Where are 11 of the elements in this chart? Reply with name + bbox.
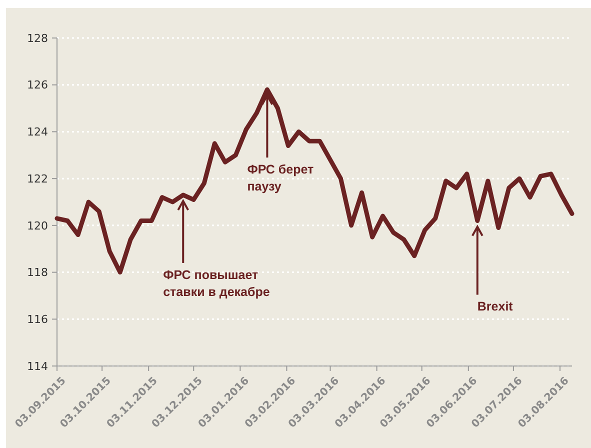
y-tick-label: 122 xyxy=(27,172,48,186)
annotation: ФРС берет паузу xyxy=(247,162,314,194)
y-tick-label: 120 xyxy=(27,219,48,232)
y-tick-label: 118 xyxy=(27,266,48,280)
y-tick-label: 126 xyxy=(27,78,48,92)
y-tick-label: 116 xyxy=(27,312,48,326)
y-tick-label: 114 xyxy=(27,360,48,373)
y-tick-label: 124 xyxy=(27,126,48,139)
y-tick-label: 128 xyxy=(27,32,48,45)
annotation: ФРС повышает ставки в декабре xyxy=(163,268,270,299)
annotation: Brexit xyxy=(477,300,514,314)
